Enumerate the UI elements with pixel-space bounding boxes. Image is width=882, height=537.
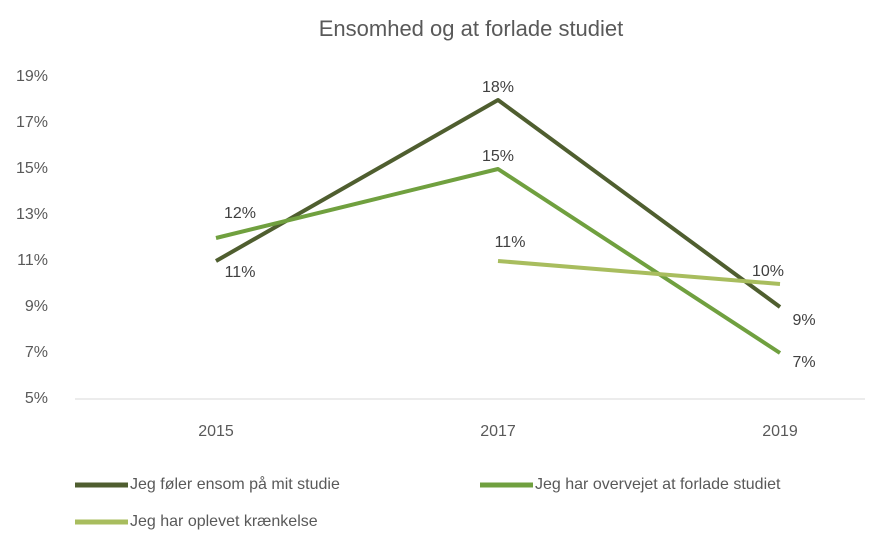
data-label: 9%	[792, 312, 815, 329]
y-tick-label: 5%	[25, 390, 48, 407]
x-tick-label: 2015	[198, 423, 234, 440]
x-tick-label: 2019	[762, 423, 798, 440]
data-label: 18%	[482, 79, 514, 96]
data-label: 7%	[792, 354, 815, 371]
data-label: 11%	[225, 264, 256, 281]
y-tick-label: 19%	[16, 68, 48, 85]
y-tick-label: 7%	[25, 344, 48, 361]
legend-label: Jeg har overvejet at forlade studiet	[535, 476, 781, 493]
data-label: 11%	[495, 234, 526, 251]
legend-label: Jeg har oplevet krænkelse	[130, 513, 318, 530]
y-tick-label: 15%	[16, 160, 48, 177]
data-label: 12%	[224, 205, 256, 222]
y-tick-label: 11%	[17, 252, 48, 269]
y-tick-label: 9%	[25, 298, 48, 315]
series-line	[497, 259, 781, 286]
y-tick-label: 17%	[16, 114, 48, 131]
chart-title: Ensomhed og at forlade studiet	[319, 16, 624, 41]
x-tick-label: 2017	[480, 423, 516, 440]
legend-label: Jeg føler ensom på mit studie	[130, 475, 340, 493]
data-label: 10%	[752, 263, 784, 280]
series-line	[215, 167, 782, 355]
data-label: 15%	[482, 148, 514, 165]
y-tick-label: 13%	[16, 206, 48, 223]
series-line	[215, 98, 782, 309]
